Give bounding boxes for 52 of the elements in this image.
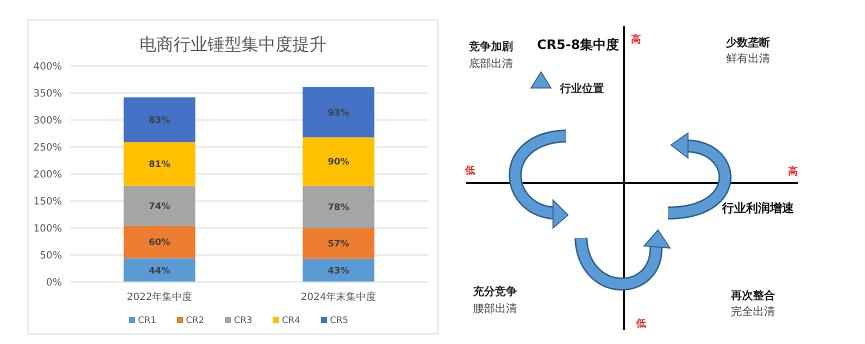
text: 低	[635, 318, 646, 330]
text: CR5-8集中度	[536, 37, 620, 53]
y-tick-label: 150%	[33, 196, 62, 208]
text: 行业利润增速	[721, 201, 795, 215]
text: 再次整合	[730, 288, 776, 302]
legend-label: CR2	[186, 316, 204, 326]
y-tick-label: 300%	[33, 116, 62, 126]
bar	[124, 226, 196, 258]
data-label: 44%	[148, 266, 170, 276]
legend-label: CR3	[234, 316, 252, 326]
bar	[302, 87, 374, 138]
legend-label: CR4	[282, 316, 301, 326]
bar	[124, 97, 196, 142]
text: 竞争加剧	[468, 40, 513, 53]
chart-title: 电商行业锤型集中度提升	[140, 35, 326, 55]
data-label: 74%	[148, 202, 170, 212]
data-label: 78%	[328, 203, 350, 214]
y-tick-label: 250%	[33, 142, 62, 154]
bar	[124, 186, 196, 226]
data-label: 81%	[148, 160, 170, 170]
bar	[302, 258, 374, 282]
bar	[124, 142, 196, 186]
y-tick-label: 350%	[33, 88, 62, 100]
text: 高	[631, 34, 641, 46]
y-tick-label: 400%	[33, 62, 62, 72]
data-label: 83%	[148, 116, 170, 126]
data-label: 57%	[328, 240, 350, 250]
x-tick-label: 2024年末集中度	[300, 291, 376, 303]
text: 行业位置	[559, 82, 604, 95]
bar	[302, 228, 374, 259]
text: 腰部出清	[473, 302, 517, 315]
text: 少数垄断	[725, 36, 770, 49]
legend-label: CR5	[330, 316, 348, 326]
data-label: 93%	[328, 108, 350, 118]
data-label: 90%	[328, 158, 350, 168]
data-label: 43%	[328, 266, 350, 277]
text: 低	[464, 164, 475, 176]
bar	[124, 258, 196, 282]
y-tick-label: 50%	[40, 250, 62, 262]
text: 底部出清	[469, 56, 513, 70]
bar	[302, 186, 374, 228]
text: 高	[788, 166, 798, 178]
y-tick-label: 0%	[46, 278, 62, 288]
y-tick-label: 200%	[33, 170, 62, 180]
text: 鲜有出清	[726, 52, 770, 65]
data-label: 60%	[148, 238, 170, 248]
x-tick-label: 2022年集中度	[126, 291, 192, 303]
text: 充分竞争	[472, 284, 517, 298]
bar	[302, 137, 374, 186]
y-tick-label: 100%	[33, 224, 62, 234]
text: 完全出清	[731, 304, 775, 318]
legend-label: CR1	[138, 316, 156, 326]
